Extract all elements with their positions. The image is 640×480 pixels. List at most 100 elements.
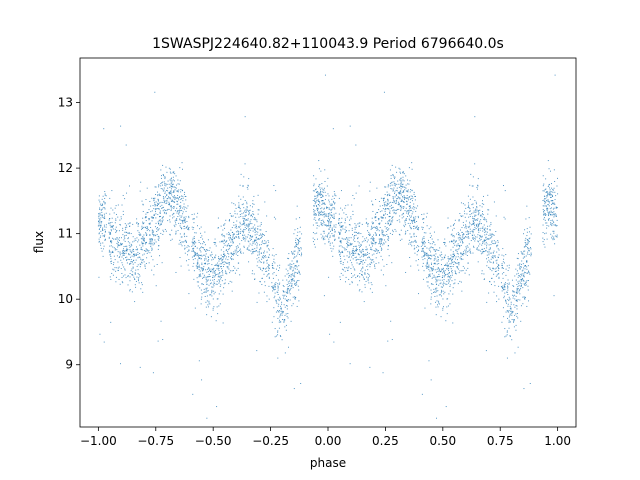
data-point <box>407 197 409 199</box>
data-point <box>286 279 288 281</box>
data-point <box>202 273 204 275</box>
data-point <box>387 340 389 342</box>
data-point <box>123 236 125 238</box>
data-point <box>247 247 249 249</box>
data-point <box>271 264 273 266</box>
data-point <box>208 300 210 302</box>
data-point <box>154 209 156 211</box>
data-point <box>151 243 153 245</box>
data-point <box>412 241 414 243</box>
data-point <box>316 224 318 226</box>
data-point <box>398 208 400 210</box>
data-point <box>345 226 347 228</box>
data-point <box>214 256 216 258</box>
data-point <box>110 240 112 242</box>
data-point <box>438 263 440 265</box>
data-point <box>108 251 110 253</box>
data-point <box>414 195 416 197</box>
data-point <box>132 274 134 276</box>
data-point <box>212 309 214 311</box>
data-point <box>266 267 268 269</box>
data-point <box>177 216 179 218</box>
data-point <box>275 301 277 303</box>
data-point <box>276 302 278 304</box>
data-point <box>554 199 556 201</box>
data-point <box>432 247 434 249</box>
data-point <box>406 197 408 199</box>
data-point <box>248 212 250 214</box>
data-point <box>160 169 162 171</box>
data-point <box>453 236 455 238</box>
data-point <box>295 265 297 267</box>
data-point <box>371 291 373 293</box>
data-point <box>199 257 201 259</box>
data-point <box>233 251 235 253</box>
data-point <box>351 264 353 266</box>
data-point <box>169 198 171 200</box>
data-point <box>487 213 489 215</box>
data-point <box>322 238 324 240</box>
data-point <box>475 208 477 210</box>
data-point <box>358 244 360 246</box>
data-point <box>203 247 205 249</box>
data-point <box>202 269 204 271</box>
data-point <box>553 216 555 218</box>
data-point <box>208 263 210 265</box>
data-point <box>399 168 401 170</box>
data-point <box>460 255 462 257</box>
data-point <box>471 234 473 236</box>
data-point <box>194 232 196 234</box>
data-point <box>101 208 103 210</box>
data-point <box>184 219 186 221</box>
data-point <box>475 214 477 216</box>
data-point <box>111 242 113 244</box>
data-point <box>99 203 101 205</box>
data-point <box>340 226 342 228</box>
data-point <box>318 186 320 187</box>
data-point <box>473 223 475 225</box>
data-point <box>314 239 316 241</box>
data-point <box>154 239 156 241</box>
data-point <box>381 230 383 232</box>
data-point <box>221 268 223 270</box>
data-point <box>482 243 484 245</box>
data-point <box>239 243 241 245</box>
data-point <box>239 210 241 212</box>
data-point <box>458 244 460 246</box>
data-point <box>231 244 233 246</box>
data-point <box>261 234 263 236</box>
data-point <box>550 170 551 172</box>
data-point <box>109 197 111 199</box>
data-point <box>233 233 235 235</box>
data-point <box>299 241 301 243</box>
data-point <box>342 225 344 227</box>
data-point <box>512 285 514 287</box>
data-point <box>229 213 231 215</box>
data-point <box>204 231 206 233</box>
data-point <box>412 222 414 224</box>
data-point <box>544 189 546 191</box>
data-point <box>366 248 368 250</box>
data-point <box>509 298 511 300</box>
data-point <box>325 195 327 197</box>
data-point <box>113 247 115 249</box>
data-point <box>509 305 511 307</box>
data-point <box>236 213 238 215</box>
data-point <box>246 225 248 227</box>
data-point <box>103 226 105 228</box>
data-point <box>453 224 455 226</box>
data-point <box>172 217 174 219</box>
data-point <box>244 218 246 220</box>
data-point <box>462 242 464 244</box>
data-point <box>348 256 350 258</box>
data-point <box>390 320 392 322</box>
data-point <box>467 195 469 197</box>
data-point <box>410 209 412 211</box>
data-point <box>198 275 200 277</box>
data-point <box>154 91 156 93</box>
data-point <box>426 262 428 264</box>
data-point <box>299 231 301 233</box>
data-point <box>448 282 450 284</box>
data-point <box>118 239 120 241</box>
data-point <box>357 237 359 239</box>
